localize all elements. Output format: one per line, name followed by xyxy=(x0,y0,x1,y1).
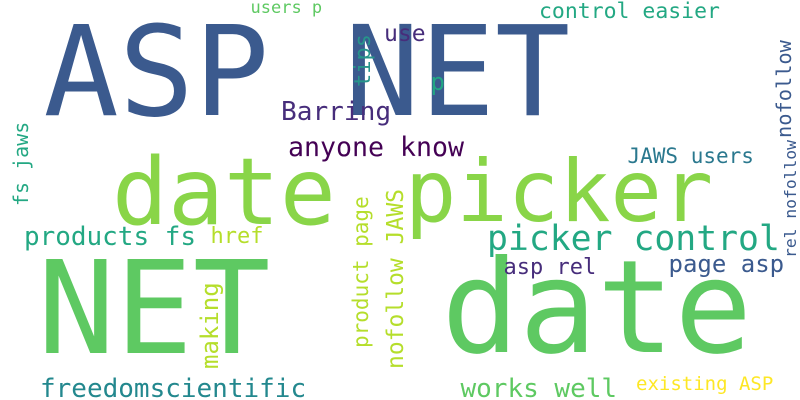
cloud-word: p xyxy=(430,68,445,96)
cloud-word: making xyxy=(196,281,224,369)
cloud-word: page asp xyxy=(668,250,785,278)
cloud-word: JAWS users xyxy=(627,144,754,168)
cloud-word: NET xyxy=(37,234,271,384)
cloud-word: date xyxy=(112,138,336,246)
cloud-word: product page xyxy=(349,195,373,348)
cloud-word: control easier xyxy=(539,0,720,24)
cloud-word: nofollow xyxy=(771,40,796,138)
cloud-word: picker control xyxy=(487,219,780,259)
cloud-word: use xyxy=(384,21,426,47)
cloud-word: asp rel xyxy=(503,255,597,280)
cloud-word: freedomscientific xyxy=(40,374,307,400)
cloud-word: tips xyxy=(351,33,376,87)
cloud-word: existing ASP xyxy=(636,373,774,395)
cloud-word: fs jaws xyxy=(9,121,33,206)
cloud-word: nofollow JAWS xyxy=(383,188,409,369)
cloud-word: works well xyxy=(460,374,618,400)
cloud-word: anyone know xyxy=(288,132,465,163)
cloud-word: href xyxy=(210,224,264,249)
cloud-word: rel nofollow xyxy=(781,140,800,258)
cloud-word: picker xyxy=(405,143,714,242)
cloud-word: date xyxy=(441,233,753,383)
cloud-word: users p xyxy=(250,0,323,18)
cloud-word: ASP NET xyxy=(43,0,571,145)
cloud-word: products fs xyxy=(24,222,196,252)
cloud-word: Barring xyxy=(281,96,392,127)
